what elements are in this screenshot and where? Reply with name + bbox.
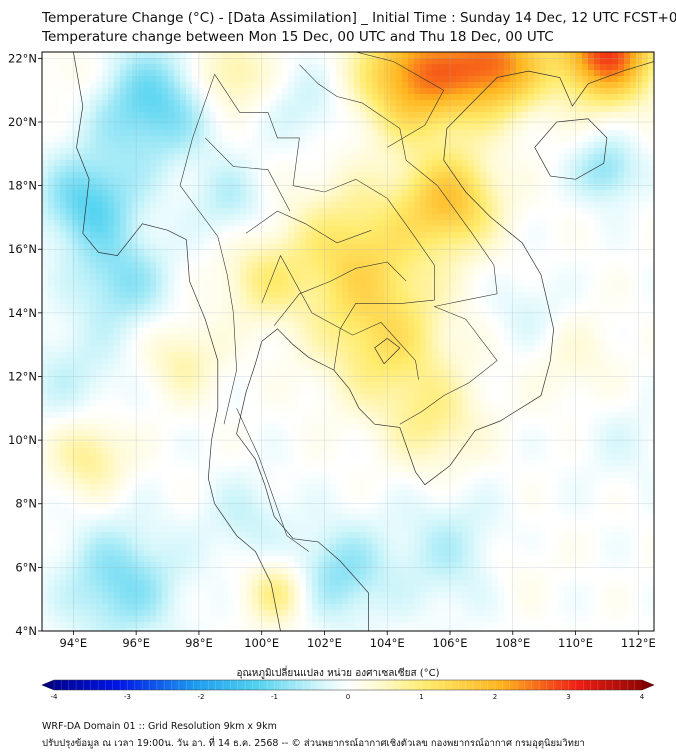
lon-tick-label: 108°E <box>495 636 530 650</box>
model-info: WRF-DA Domain 01 :: Grid Resolution 9km … <box>42 721 277 732</box>
update-credit: ปรับปรุงข้อมูล ณ เวลา 19:00น. วัน อา. ที… <box>42 738 585 749</box>
graticule-grid <box>42 52 654 631</box>
map-title: Temperature Change (°C) - [Data Assimila… <box>42 10 676 26</box>
colorbar-tick-label: 2 <box>493 693 497 701</box>
lon-tick-label: 98°E <box>185 636 213 650</box>
map-subtitle: Temperature change between Mon 15 Dec, 0… <box>42 29 554 45</box>
lon-tick-label: 100°E <box>244 636 279 650</box>
colorbar-tick-label: -1 <box>271 693 278 701</box>
colorbar: -4 -3 -2 -1 0 1 2 3 4 <box>41 679 655 701</box>
colorbar-tick-label: -3 <box>124 693 131 701</box>
colorbar-tick-label: -4 <box>51 693 59 701</box>
lon-tick-label: 94°E <box>60 636 88 650</box>
temperature-change-map: 94°E 96°E 98°E 100°E 102°E 104°E 106°E 108°E 110… <box>8 51 656 701</box>
colorbar-tick-label: 3 <box>566 693 570 701</box>
lat-tick-label: 20°N <box>8 115 37 129</box>
lat-tick-label: 10°N <box>8 433 37 447</box>
coastlines-and-borders <box>73 52 654 631</box>
colorbar-label: อุณหภูมิเปลี่ยนแปลง หน่วย องศาเซลเซียส (… <box>236 668 440 679</box>
lat-tick-label: 4°N <box>15 624 37 638</box>
lat-tick-label: 22°N <box>8 51 37 65</box>
lon-tick-label: 112°E <box>621 636 656 650</box>
lat-tick-label: 16°N <box>8 242 37 256</box>
lon-tick-label: 102°E <box>307 636 342 650</box>
colorbar-tick-label: 0 <box>346 693 350 701</box>
lat-tick-label: 8°N <box>15 497 37 511</box>
temperature-field <box>42 52 654 631</box>
lat-tick-label: 12°N <box>8 369 37 383</box>
lat-tick-label: 14°N <box>8 306 37 320</box>
lat-tick-label: 6°N <box>15 560 37 574</box>
lon-tick-label: 96°E <box>122 636 150 650</box>
colorbar-max-extension <box>642 680 654 690</box>
colorbar-tick-label: 1 <box>419 693 423 701</box>
lon-tick-label: 106°E <box>433 636 468 650</box>
colorbar-tick-label: -2 <box>198 693 205 701</box>
colorbar-min-extension <box>42 680 54 690</box>
lon-tick-label: 104°E <box>370 636 405 650</box>
map-frame <box>41 51 655 632</box>
lon-tick-label: 110°E <box>558 636 593 650</box>
lat-tick-label: 18°N <box>8 179 37 193</box>
colorbar-tick-label: 4 <box>640 693 645 701</box>
latitude-axis: 22°N 20°N 18°N 16°N 14°N 12°N 10°N 8°N 6°N 4°N <box>8 51 42 638</box>
longitude-axis: 94°E 96°E 98°E 100°E 102°E 104°E 106°E 108°E 110… <box>60 631 656 650</box>
